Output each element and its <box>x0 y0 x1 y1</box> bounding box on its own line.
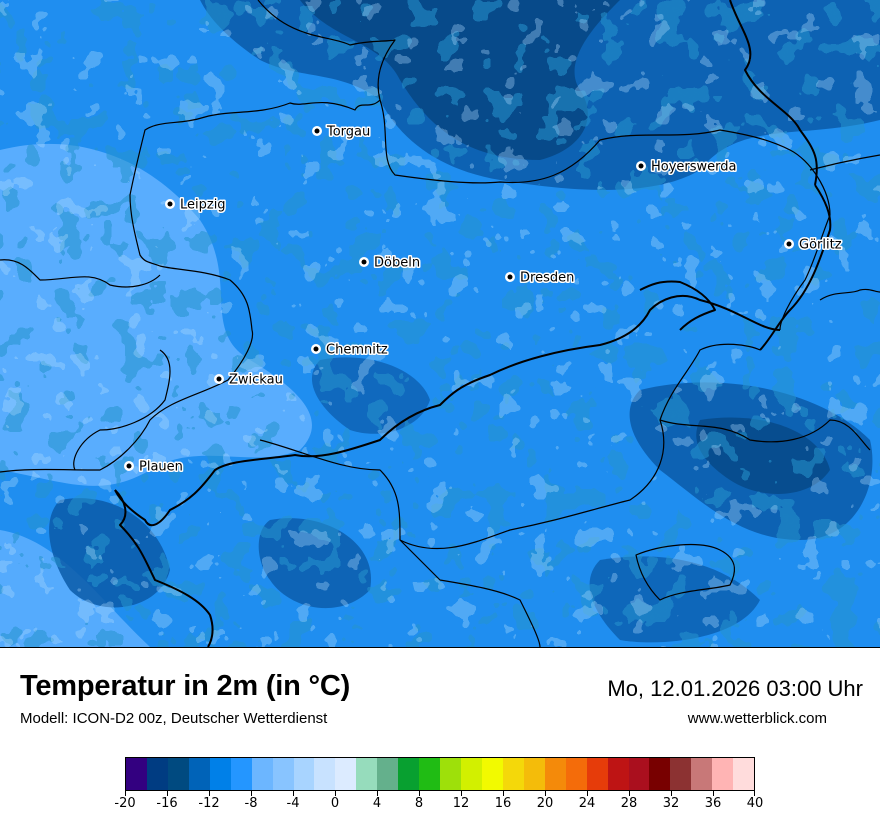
tick-label: 0 <box>330 796 340 811</box>
colorbar-segment <box>188 758 210 790</box>
tick-label: 36 <box>704 796 722 811</box>
tick-label: 28 <box>620 796 638 811</box>
tick-mark <box>629 791 630 796</box>
tick-label: -12 <box>198 796 220 811</box>
tick-label: 24 <box>578 796 596 811</box>
city-torgau: Torgau <box>312 123 372 141</box>
colorbar-segment <box>146 758 168 790</box>
tick-mark <box>503 791 504 796</box>
colorbar-segment <box>712 758 734 790</box>
tick-mark <box>545 791 546 796</box>
tick-label: -8 <box>244 796 258 811</box>
tick-mark <box>293 791 294 796</box>
tick-label: 12 <box>452 796 470 811</box>
tick-label: 40 <box>746 796 764 811</box>
colorbar-segment <box>251 758 273 790</box>
colorbar-segment <box>377 758 399 790</box>
city-label: Hoyerswerda <box>651 160 737 175</box>
colorbar-segment <box>691 758 713 790</box>
temperature-colorbar <box>125 757 755 791</box>
city-döbeln: Döbeln <box>359 254 422 272</box>
map-title: Temperatur in 2m (in °C) <box>20 670 351 702</box>
city-chemnitz: Chemnitz <box>311 341 389 359</box>
colorbar-segment <box>586 758 608 790</box>
colorbar-segment <box>649 758 671 790</box>
tick-mark <box>209 791 210 796</box>
tick-mark <box>377 791 378 796</box>
tick-mark <box>251 791 252 796</box>
colorbar-segment <box>628 758 650 790</box>
colorbar-segment <box>398 758 420 790</box>
city-label: Chemnitz <box>326 343 388 358</box>
tick-mark <box>461 791 462 796</box>
website-link[interactable]: www.wetterblick.com <box>687 710 827 727</box>
colorbar-segment <box>733 758 755 790</box>
colorbar-segment <box>670 758 692 790</box>
tick-label: 8 <box>414 796 424 811</box>
city-label: Torgau <box>326 125 370 140</box>
city-label: Görlitz <box>799 238 842 253</box>
colorbar-segment <box>126 758 147 790</box>
city-label: Dresden <box>520 271 574 286</box>
tick-label: -20 <box>114 796 136 811</box>
tick-label: -16 <box>156 796 178 811</box>
tick-mark <box>587 791 588 796</box>
colorbar-segment <box>356 758 378 790</box>
city-dresden: Dresden <box>505 269 576 287</box>
city-zwickau: Zwickau <box>214 371 284 389</box>
model-source: Modell: ICON-D2 00z, Deutscher Wetterdie… <box>20 710 328 727</box>
colorbar-segment <box>272 758 294 790</box>
colorbar-segment <box>461 758 482 790</box>
colorbar-segment <box>230 758 252 790</box>
tick-mark <box>167 791 168 796</box>
city-label: Leipzig <box>180 198 226 213</box>
colorbar-segment <box>335 758 357 790</box>
colorbar-segment <box>502 758 524 790</box>
colorbar-segment <box>209 758 231 790</box>
temperature-map: Torgau Hoyerswerda Leipzig Görlitz Döbeln Dre… <box>0 0 880 648</box>
tick-label: 4 <box>372 796 382 811</box>
colorbar-segment <box>607 758 629 790</box>
forecast-datetime: Mo, 12.01.2026 03:00 Uhr <box>607 676 863 701</box>
city-label: Plauen <box>139 460 183 475</box>
city-markers: Torgau Hoyerswerda Leipzig Görlitz Döbeln Dre… <box>124 123 843 476</box>
tick-mark <box>713 791 714 796</box>
borders <box>0 0 880 647</box>
tick-label: 16 <box>494 796 512 811</box>
colorbar-segment <box>440 758 461 790</box>
tick-label: 20 <box>536 796 554 811</box>
colorbar-segment <box>167 758 189 790</box>
city-görlitz: Görlitz <box>784 236 843 254</box>
tick-mark <box>125 791 126 796</box>
colorbar-segment <box>544 758 566 790</box>
city-label: Döbeln <box>374 256 420 271</box>
city-plauen: Plauen <box>124 458 184 476</box>
city-label: Zwickau <box>229 373 283 388</box>
colorbar-segment <box>419 758 441 790</box>
colorbar-segment <box>293 758 315 790</box>
tick-mark <box>335 791 336 796</box>
tick-mark <box>419 791 420 796</box>
colorbar-segment <box>481 758 503 790</box>
colorbar-segment <box>314 758 336 790</box>
colorbar-ticks: -20 -16 -12 -8 -4 0 4 8 12 16 20 24 28 32 36 40 <box>114 791 763 821</box>
colorbar-segment <box>565 758 587 790</box>
tick-mark <box>754 791 755 796</box>
colorbar-segment <box>523 758 545 790</box>
tick-mark <box>671 791 672 796</box>
city-hoyerswerda: Hoyerswerda <box>636 158 738 176</box>
city-leipzig: Leipzig <box>165 196 227 214</box>
tick-label: -4 <box>286 796 300 811</box>
tick-label: 32 <box>662 796 680 811</box>
